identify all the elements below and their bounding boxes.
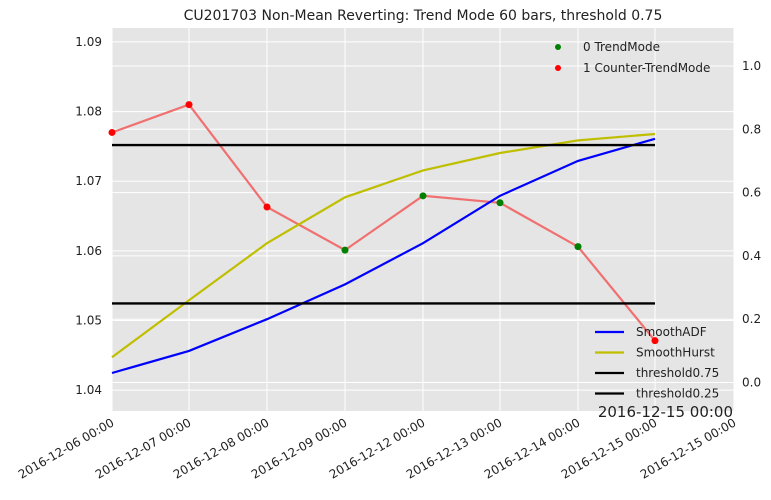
series-lines xyxy=(111,103,656,375)
legend-line-label: SmoothADF xyxy=(636,325,707,339)
legend-marker-label: 0 TrendMode xyxy=(583,40,660,54)
countertrend-marker xyxy=(108,128,116,136)
legend-marker-swatch xyxy=(555,44,561,50)
corner-date-label: 2016-12-15 00:00 xyxy=(598,403,733,421)
countertrend-marker xyxy=(651,337,659,345)
left-tick-label: 1.09 xyxy=(75,35,102,49)
right-y-axis: 0.0 0.2 0.4 0.6 0.8 1.0 xyxy=(742,59,761,390)
left-tick-label: 1.05 xyxy=(75,313,102,327)
chart-title: CU201703 Non-Mean Reverting: Trend Mode … xyxy=(184,8,663,24)
right-tick-label: 0.4 xyxy=(742,249,761,263)
left-y-axis: 1.04 1.05 1.06 1.07 1.08 1.09 xyxy=(75,35,102,397)
series-line-smoothadf xyxy=(111,137,656,375)
trendmode-marker xyxy=(341,246,349,254)
left-tick-label: 1.07 xyxy=(75,174,102,188)
legend-marker-label: 1 Counter-TrendMode xyxy=(583,61,710,75)
marker-legend: 0 TrendMode 1 Counter-TrendMode xyxy=(555,40,710,75)
right-tick-label: 0.0 xyxy=(742,376,761,390)
trendmode-marker xyxy=(574,243,582,251)
right-tick-label: 1.0 xyxy=(742,59,761,73)
grid-lines xyxy=(111,28,735,411)
countertrend-marker xyxy=(185,101,193,109)
trendmode-marker xyxy=(419,192,427,200)
legend-line-label: threshold0.75 xyxy=(636,366,719,380)
right-tick-label: 0.2 xyxy=(742,312,761,326)
right-tick-label: 0.6 xyxy=(742,186,761,200)
right-tick-label: 0.8 xyxy=(742,122,761,136)
mode-markers xyxy=(108,101,659,345)
legend-line-label: SmoothHurst xyxy=(636,346,715,360)
legend-marker-swatch xyxy=(555,65,561,71)
left-tick-label: 1.08 xyxy=(75,105,102,119)
series-line-smoothhurst xyxy=(111,132,656,359)
legend-line-label: threshold0.25 xyxy=(636,387,719,401)
price-line xyxy=(111,103,656,342)
trendmode-marker xyxy=(496,199,504,207)
line-legend: SmoothADF SmoothHurst threshold0.75 thresho… xyxy=(595,325,719,401)
countertrend-marker xyxy=(263,203,271,211)
left-tick-label: 1.06 xyxy=(75,244,102,258)
left-tick-label: 1.04 xyxy=(75,383,102,397)
